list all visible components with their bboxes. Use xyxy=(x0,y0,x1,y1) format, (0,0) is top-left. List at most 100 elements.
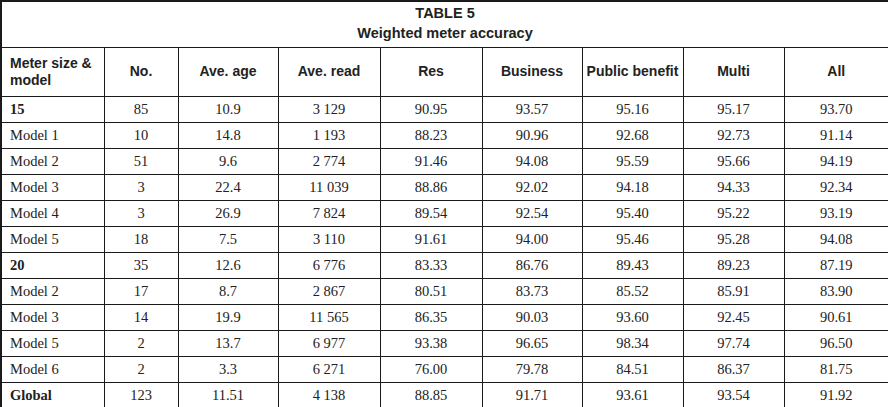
table-cell: 3.3 xyxy=(178,357,278,383)
table-cell: 22.4 xyxy=(178,175,278,201)
table-cell: 3 xyxy=(104,201,178,227)
table-cell: 90.03 xyxy=(482,305,582,331)
table-cell: 10 xyxy=(104,123,178,149)
table-cell: 4 138 xyxy=(278,383,380,407)
table-cell: 93.38 xyxy=(380,331,482,357)
table-cell: 6 271 xyxy=(278,357,380,383)
table-cell: 6 776 xyxy=(278,253,380,279)
table-cell: 79.78 xyxy=(482,357,582,383)
table-cell: 92.54 xyxy=(482,201,582,227)
row-label: Model 5 xyxy=(1,331,104,357)
table-cell: 11 039 xyxy=(278,175,380,201)
table-row: Model 5213.76 97793.3896.6598.3497.7496.… xyxy=(1,331,888,357)
table-row: Global12311.514 13888.8591.7193.6193.549… xyxy=(1,383,888,407)
table-cell: 93.57 xyxy=(482,97,582,123)
row-label: Model 1 xyxy=(1,123,104,149)
table-cell: 93.70 xyxy=(784,97,888,123)
row-label: Model 6 xyxy=(1,357,104,383)
table-cell: 26.9 xyxy=(178,201,278,227)
table-cell: 81.75 xyxy=(784,357,888,383)
table-cell: 92.34 xyxy=(784,175,888,201)
table-cell: 94.33 xyxy=(683,175,784,201)
row-label: Model 3 xyxy=(1,305,104,331)
table-cell: 7 824 xyxy=(278,201,380,227)
table-cell: 91.71 xyxy=(482,383,582,407)
row-label: 20 xyxy=(1,253,104,279)
table-cell: 2 774 xyxy=(278,149,380,175)
table-cell: 94.00 xyxy=(482,227,582,253)
row-label: Model 4 xyxy=(1,201,104,227)
table-cell: 123 xyxy=(104,383,178,407)
row-label: Global xyxy=(1,383,104,407)
table-cell: 3 xyxy=(104,175,178,201)
table-row: Model 4326.97 82489.5492.5495.4095.2293.… xyxy=(1,201,888,227)
table-cell: 1 193 xyxy=(278,123,380,149)
table-cell: 87.19 xyxy=(784,253,888,279)
table-cell: 8.7 xyxy=(178,279,278,305)
table-cell: 83.33 xyxy=(380,253,482,279)
table-cell: 95.17 xyxy=(683,97,784,123)
table-cell: 18 xyxy=(104,227,178,253)
table-cell: 83.73 xyxy=(482,279,582,305)
paper-table-figure: TABLE 5 Weighted meter accuracy Meter si… xyxy=(0,0,888,407)
row-label: Model 2 xyxy=(1,279,104,305)
column-header: Ave. age xyxy=(178,48,278,97)
table-cell: 86.35 xyxy=(380,305,482,331)
table-cell: 80.51 xyxy=(380,279,482,305)
table-cell: 90.96 xyxy=(482,123,582,149)
table-cell: 94.18 xyxy=(582,175,683,201)
table-cell: 88.85 xyxy=(380,383,482,407)
table-cell: 19.9 xyxy=(178,305,278,331)
table-cell: 95.40 xyxy=(582,201,683,227)
table-cell: 93.61 xyxy=(582,383,683,407)
table-cell: 90.61 xyxy=(784,305,888,331)
table-cell: 95.59 xyxy=(582,149,683,175)
table-cell: 91.14 xyxy=(784,123,888,149)
table-cell: 76.00 xyxy=(380,357,482,383)
table-cell: 85.91 xyxy=(683,279,784,305)
table-cell: 89.43 xyxy=(582,253,683,279)
table-cell: 91.61 xyxy=(380,227,482,253)
table-cell: 84.51 xyxy=(582,357,683,383)
table-cell: 95.22 xyxy=(683,201,784,227)
table-cell: 7.5 xyxy=(178,227,278,253)
table-cell: 91.92 xyxy=(784,383,888,407)
table-cell: 94.08 xyxy=(784,227,888,253)
table-cell: 9.6 xyxy=(178,149,278,175)
table-cell: 93.60 xyxy=(582,305,683,331)
table-cell: 14.8 xyxy=(178,123,278,149)
column-header: No. xyxy=(104,48,178,97)
table-cell: 6 977 xyxy=(278,331,380,357)
table-title-cell: TABLE 5 Weighted meter accuracy xyxy=(1,1,888,48)
table-cell: 11 565 xyxy=(278,305,380,331)
table-cell: 92.73 xyxy=(683,123,784,149)
table-cell: 95.16 xyxy=(582,97,683,123)
table-cell: 2 867 xyxy=(278,279,380,305)
table-body: 158510.93 12990.9593.5795.1695.1793.70Mo… xyxy=(1,97,888,407)
table-cell: 12.6 xyxy=(178,253,278,279)
table-cell: 94.19 xyxy=(784,149,888,175)
table-row: Model 5187.53 11091.6194.0095.4695.2894.… xyxy=(1,227,888,253)
table-row: 158510.93 12990.9593.5795.1695.1793.70 xyxy=(1,97,888,123)
table-cell: 85.52 xyxy=(582,279,683,305)
row-label: Model 2 xyxy=(1,149,104,175)
table-cell: 92.45 xyxy=(683,305,784,331)
table-row: Model 2178.72 86780.5183.7385.5285.9183.… xyxy=(1,279,888,305)
table-cell: 14 xyxy=(104,305,178,331)
table-cell: 3 129 xyxy=(278,97,380,123)
table-cell: 93.54 xyxy=(683,383,784,407)
table-cell: 10.9 xyxy=(178,97,278,123)
row-label: Model 3 xyxy=(1,175,104,201)
table-cell: 35 xyxy=(104,253,178,279)
table-cell: 91.46 xyxy=(380,149,482,175)
table-header-row: Meter size & modelNo.Ave. ageAve. readRe… xyxy=(1,48,888,97)
table-number: TABLE 5 xyxy=(2,4,888,24)
table-cell: 95.46 xyxy=(582,227,683,253)
table-cell: 85 xyxy=(104,97,178,123)
table-title: Weighted meter accuracy xyxy=(2,24,888,44)
table-cell: 93.19 xyxy=(784,201,888,227)
table-row: 203512.66 77683.3386.7689.4389.2387.19 xyxy=(1,253,888,279)
table-cell: 98.34 xyxy=(582,331,683,357)
table-cell: 86.37 xyxy=(683,357,784,383)
table-cell: 2 xyxy=(104,331,178,357)
